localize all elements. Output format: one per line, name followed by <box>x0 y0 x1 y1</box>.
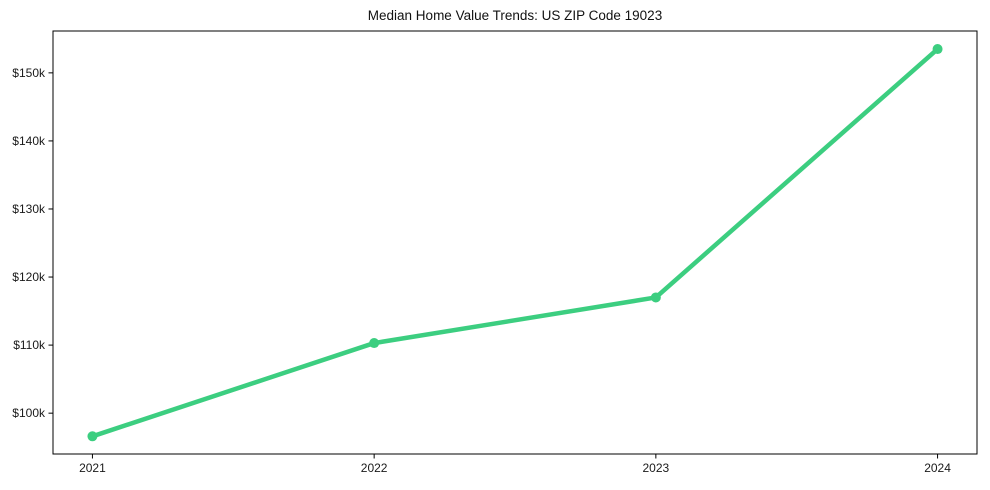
data-point-2024 <box>932 44 943 55</box>
y-tick-label: $110k <box>13 338 46 352</box>
x-tick-label: 2023 <box>643 461 670 475</box>
x-tick-label: 2022 <box>361 461 388 475</box>
y-tick-label: $100k <box>12 406 46 420</box>
data-point-2021 <box>87 431 98 442</box>
plot-border <box>52 30 978 455</box>
y-tick-label: $130k <box>12 202 46 216</box>
data-point-2022 <box>369 338 380 349</box>
x-tick-label: 2024 <box>924 461 951 475</box>
data-point-2023 <box>650 292 661 303</box>
y-tick-label: $150k <box>12 66 46 80</box>
trend-line <box>90 46 940 439</box>
y-tick-label: $140k <box>12 134 46 148</box>
chart-title: Median Home Value Trends: US ZIP Code 19… <box>367 8 663 23</box>
x-tick-label: 2021 <box>79 461 106 475</box>
y-tick-label: $120k <box>12 270 46 284</box>
